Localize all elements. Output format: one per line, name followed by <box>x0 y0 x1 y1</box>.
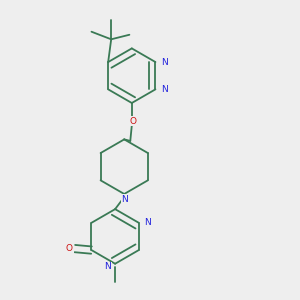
Text: O: O <box>130 117 137 126</box>
Text: N: N <box>104 262 111 271</box>
Text: N: N <box>122 195 128 204</box>
Text: N: N <box>161 85 168 94</box>
Text: N: N <box>144 218 151 227</box>
Text: O: O <box>66 244 73 253</box>
Text: N: N <box>161 58 168 67</box>
